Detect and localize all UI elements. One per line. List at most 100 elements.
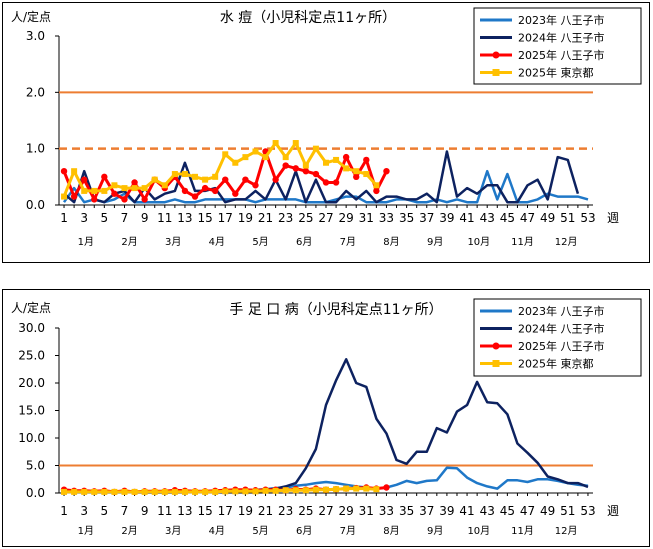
data-point xyxy=(383,484,390,491)
data-point xyxy=(373,187,380,195)
month-label: 9月 xyxy=(427,525,443,537)
x-tick-label: 23 xyxy=(278,211,293,225)
month-label: 6月 xyxy=(296,525,312,537)
data-point xyxy=(323,486,329,493)
legend-label: 2024年 八王子市 xyxy=(518,322,605,336)
month-label: 1月 xyxy=(78,236,94,248)
data-point xyxy=(242,488,249,495)
x-tick-label: 45 xyxy=(500,504,515,518)
data-point xyxy=(121,488,128,495)
x-axis-label: 週 xyxy=(607,504,619,518)
data-point xyxy=(342,153,350,161)
y-tick-label: 1.0 xyxy=(26,142,45,156)
month-label: 4月 xyxy=(209,525,225,537)
y-tick-label: 20.0 xyxy=(18,376,45,390)
data-point xyxy=(111,190,118,197)
x-tick-label: 41 xyxy=(459,211,474,225)
y-tick-label: 0.0 xyxy=(26,486,45,500)
x-tick-label: 7 xyxy=(121,211,129,225)
legend-marker xyxy=(492,342,500,350)
y-tick-label: 5.0 xyxy=(26,459,45,473)
x-tick-label: 47 xyxy=(520,504,535,518)
data-point xyxy=(202,488,209,495)
x-tick-label: 15 xyxy=(197,504,212,518)
data-point xyxy=(141,488,148,495)
month-label: 4月 xyxy=(209,236,225,248)
x-tick-label: 51 xyxy=(560,211,575,225)
data-point xyxy=(242,176,249,183)
data-point xyxy=(353,485,360,492)
data-point xyxy=(252,182,259,189)
data-point xyxy=(242,154,249,161)
data-point xyxy=(272,487,279,494)
series-line xyxy=(63,358,589,494)
data-point xyxy=(222,151,229,158)
legend: 2023年 八王子市 2024年 八王子市 2025年 八王子市 2025年 東京都 xyxy=(473,298,642,377)
x-tick-label: 7 xyxy=(121,504,129,518)
data-point xyxy=(262,487,269,494)
data-point xyxy=(222,176,229,183)
data-point xyxy=(91,196,98,203)
legend-marker xyxy=(492,69,500,76)
data-point xyxy=(262,154,269,161)
x-tick-label: 13 xyxy=(177,504,192,518)
chart-title: 水 痘（小児科定点11ヶ所） xyxy=(220,10,396,26)
y-tick-label: 30.0 xyxy=(18,321,45,335)
month-label: 7月 xyxy=(340,236,356,248)
data-point xyxy=(333,486,340,493)
data-point xyxy=(373,182,380,189)
data-point xyxy=(81,488,88,495)
x-tick-label: 53 xyxy=(580,504,595,518)
month-label: 12月 xyxy=(555,236,578,248)
legend: 2023年 八王子市 2024年 八王子市 2025年 八王子市 2025年 東京都 xyxy=(473,7,642,85)
x-tick-label: 17 xyxy=(218,211,233,225)
data-point xyxy=(131,179,138,186)
month-label: 11月 xyxy=(511,236,534,248)
data-point xyxy=(232,488,239,495)
data-point xyxy=(171,488,178,495)
x-tick-label: 33 xyxy=(379,211,394,225)
data-point xyxy=(212,173,219,180)
data-point xyxy=(181,488,188,495)
data-point xyxy=(101,488,108,495)
data-point xyxy=(323,159,329,166)
x-tick-label: 53 xyxy=(580,211,595,225)
legend-label: 2023年 八王子市 xyxy=(518,304,605,318)
month-label: 9月 xyxy=(427,236,443,248)
chart-varicella: 水 痘（小児科定点11ヶ所）人/定点0.01.02.03.01 3 5 7 9 11 13 1… xyxy=(11,7,642,248)
data-point xyxy=(363,485,370,492)
month-label: 1月 xyxy=(78,525,94,537)
x-tick-label: 11 xyxy=(157,504,172,518)
data-point xyxy=(282,487,289,494)
data-point xyxy=(343,485,350,492)
y-axis-label: 人/定点 xyxy=(11,9,51,24)
data-point xyxy=(151,488,158,495)
y-axis-label: 人/定点 xyxy=(11,300,51,315)
month-label: 12月 xyxy=(555,525,578,537)
chart-hfmd: 手 足 口 病（小児科定点11ヶ所） 人/定点 0.0 5.0 10.0 15.0 20.0… xyxy=(11,298,642,537)
data-point xyxy=(121,196,128,203)
x-tick-label: 1 xyxy=(60,211,68,225)
x-tick-label: 43 xyxy=(480,504,495,518)
data-point xyxy=(70,193,78,200)
x-tick-label: 31 xyxy=(359,211,374,225)
data-point xyxy=(192,488,199,495)
data-point xyxy=(101,173,108,181)
data-point xyxy=(131,488,138,495)
data-point xyxy=(363,171,370,178)
x-tick-label: 49 xyxy=(540,504,555,518)
month-label: 10月 xyxy=(467,236,490,248)
x-tick-label: 11 xyxy=(157,211,172,225)
data-point xyxy=(333,156,340,163)
x-tick-label: 49 xyxy=(540,211,555,225)
y-tick-label: 2.0 xyxy=(26,85,45,99)
x-tick-label: 17 xyxy=(218,504,233,518)
data-point xyxy=(111,182,118,189)
x-tick-label: 33 xyxy=(379,504,394,518)
data-point xyxy=(61,488,68,495)
y-tick-label: 0.0 xyxy=(26,198,45,212)
legend-label: 2025年 東京都 xyxy=(518,357,594,371)
month-label: 11月 xyxy=(511,525,534,537)
data-point xyxy=(373,486,380,493)
data-point xyxy=(332,179,340,186)
